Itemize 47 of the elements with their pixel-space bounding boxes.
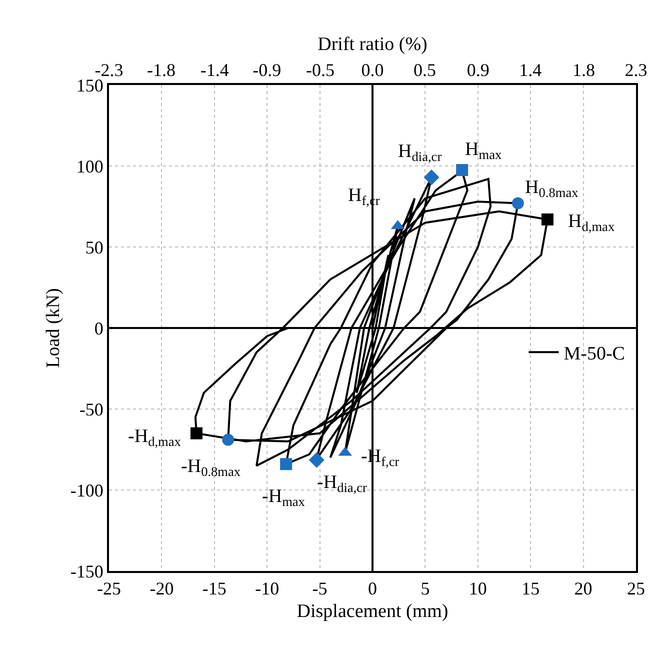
point <box>190 427 202 440</box>
x2-tick-label: 0.5 <box>413 60 436 80</box>
y-tick-label: -150 <box>70 561 104 582</box>
point <box>308 452 324 468</box>
x-tick-label: -25 <box>97 578 121 599</box>
x-tick-label: -5 <box>312 578 328 599</box>
annotation: -H$_{dia,cr}$ <box>317 472 368 495</box>
annotation: H$_{dia,cr}$ <box>398 141 442 164</box>
x2-tick-label: 2.3 <box>624 60 648 80</box>
x2-tick-label: 0.0 <box>361 60 384 80</box>
x-tick-label: 10 <box>468 578 487 599</box>
annotation: H$_{0.8max}$ <box>525 177 579 200</box>
legend-label: M-50-C <box>564 344 625 365</box>
y-tick-label: -100 <box>70 480 104 500</box>
x-tick-label: 5 <box>420 578 430 599</box>
x-tick-label: 0 <box>368 578 377 599</box>
annotation: -H$_{0.8max}$ <box>181 456 241 479</box>
point <box>424 170 440 186</box>
x2-tick-label: 1.8 <box>572 60 596 80</box>
y-tick-label: 50 <box>85 237 104 258</box>
point <box>456 164 468 176</box>
point <box>222 434 234 446</box>
x-tick-label: 15 <box>522 578 540 599</box>
point <box>512 197 524 210</box>
annotation: H$_{d,max}$ <box>568 211 615 234</box>
x2-axis-title: Drift ratio (%) <box>318 34 428 56</box>
y-tick-label: -50 <box>79 399 104 420</box>
point <box>541 213 554 226</box>
x2-tick-label: 1.4 <box>519 60 542 80</box>
x-tick-label: -15 <box>202 578 226 599</box>
y-tick-label: 0 <box>94 318 104 338</box>
x2-tick-label: -1.4 <box>200 60 229 80</box>
annotation: -H$_{d,max}$ <box>128 426 182 449</box>
x-tick-label: 25 <box>627 578 645 599</box>
x-tick-label: -20 <box>150 578 174 599</box>
x2-tick-label: -1.8 <box>146 60 176 80</box>
x2-tick-label: 0.9 <box>466 60 490 80</box>
point <box>280 458 292 470</box>
x-tick-label: 20 <box>574 578 592 599</box>
annotation: H$_{max}$ <box>465 139 502 162</box>
annotation: -H$_{max}$ <box>262 486 306 509</box>
x-tick-label: -10 <box>255 578 280 599</box>
y-tick-label: 100 <box>76 156 104 176</box>
x-axis-title: Displacement (mm) <box>296 600 448 622</box>
y-axis-title: Load (kN) <box>42 288 64 368</box>
x2-tick-label: -0.9 <box>252 60 282 80</box>
x2-tick-label: -0.5 <box>306 60 335 80</box>
